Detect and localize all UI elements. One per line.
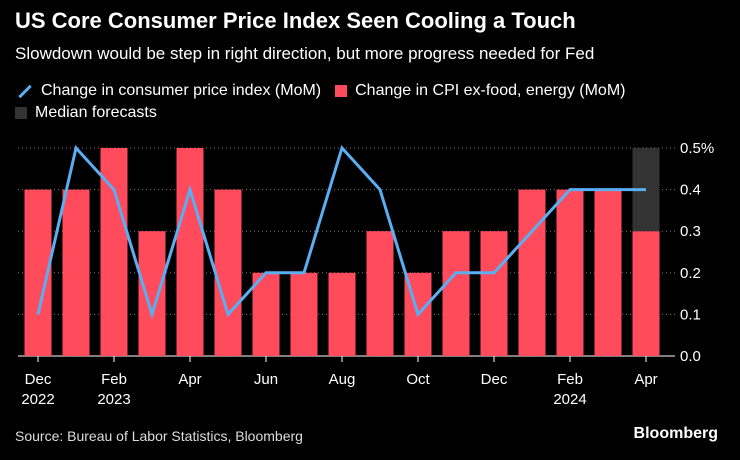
x-tick-label: Dec [481, 371, 508, 388]
x-tick-label: Apr [178, 371, 201, 388]
core-cpi-bar [328, 272, 356, 356]
core-cpi-bar [100, 148, 128, 356]
x-tick-year: 2022 [21, 391, 54, 408]
y-tick-label: 0.2 [680, 265, 701, 282]
legend-forecast-swatch [15, 107, 27, 119]
legend-bar-swatch [335, 85, 348, 97]
headline-line [36, 144, 646, 320]
y-axis-ticks: 0.5% 0.4 0.3 0.2 0.1 0.0 [680, 140, 714, 365]
legend: Change in consumer price index (MoM) Cha… [15, 80, 639, 124]
legend-item-forecast: Median forecasts [15, 104, 157, 122]
core-cpi-bar [62, 189, 90, 356]
x-tick-label: Feb [101, 371, 127, 388]
core-cpi-bar [176, 148, 204, 356]
x-tick-label: Dec [25, 371, 52, 388]
y-tick-label: 0.5% [680, 140, 714, 157]
core-cpi-bar [366, 231, 394, 356]
x-tick-label: Oct [406, 371, 430, 388]
bars [24, 148, 660, 356]
y-tick-label: 0.1 [680, 306, 701, 323]
x-tick-label: Jun [254, 371, 278, 388]
core-cpi-bar [252, 272, 280, 356]
chart-title: US Core Consumer Price Index Seen Coolin… [15, 8, 576, 33]
x-tick-label: Apr [634, 371, 657, 388]
core-cpi-bar [594, 189, 622, 356]
chart-subtitle: Slowdown would be step in right directio… [15, 44, 595, 63]
source-note: Source: Bureau of Labor Statistics, Bloo… [15, 428, 303, 444]
legend-label-forecast: Median forecasts [35, 104, 157, 121]
x-tick-year: 2024 [553, 391, 586, 408]
y-tick-label: 0.0 [680, 348, 701, 365]
core-cpi-bar [518, 189, 546, 356]
x-tick-label: Feb [557, 371, 583, 388]
core-cpi-bar [138, 231, 166, 356]
x-tick-label: Aug [329, 371, 356, 388]
headline-cpi-series [36, 144, 646, 320]
y-tick-label: 0.4 [680, 182, 701, 199]
x-tick-year: 2023 [97, 391, 130, 408]
core-cpi-bar [214, 189, 242, 356]
legend-item-core: Change in CPI ex-food, energy (MoM) [335, 82, 625, 100]
bloomberg-logo: Bloomberg [633, 425, 718, 442]
core-cpi-bar [556, 189, 584, 356]
legend-label-headline: Change in consumer price index (MoM) [41, 82, 322, 99]
core-cpi-bar [442, 231, 470, 356]
x-axis-ticks: Dec 2022 Feb 2023 Apr Jun Aug Oct Dec Feb 2024 Apr [21, 356, 658, 408]
core-cpi-bar [290, 272, 318, 356]
y-tick-label: 0.3 [680, 223, 701, 240]
core-cpi-bar [632, 231, 660, 356]
legend-label-core: Change in CPI ex-food, energy (MoM) [355, 82, 626, 99]
legend-item-headline: Change in consumer price index (MoM) [15, 82, 321, 100]
core-cpi-bar [480, 231, 508, 356]
